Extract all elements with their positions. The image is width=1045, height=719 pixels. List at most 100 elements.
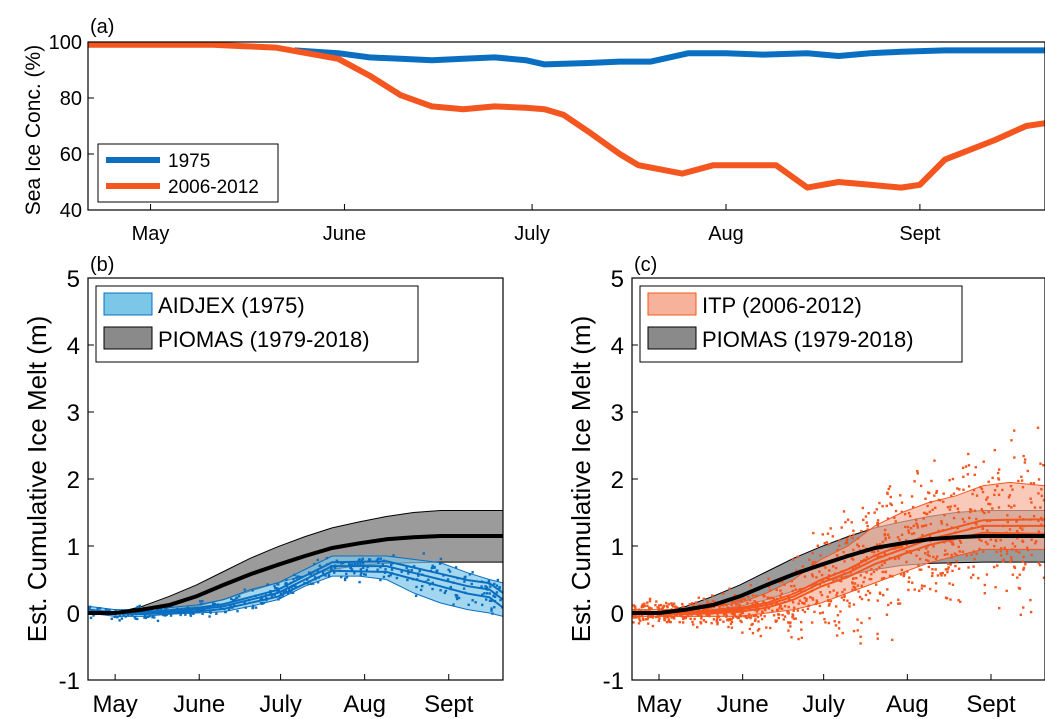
scatter-point bbox=[969, 576, 973, 579]
scatter-point bbox=[987, 502, 990, 506]
scatter-point bbox=[997, 493, 1001, 497]
x-tick-label: July bbox=[514, 223, 550, 245]
scatter-point bbox=[350, 568, 354, 571]
scatter-point bbox=[843, 560, 846, 563]
scatter-point bbox=[651, 624, 655, 628]
scatter-point bbox=[1030, 538, 1033, 541]
scatter-point bbox=[270, 594, 274, 598]
scatter-point bbox=[455, 597, 459, 601]
scatter-point bbox=[698, 603, 702, 607]
scatter-point bbox=[215, 612, 218, 615]
scatter-point bbox=[876, 549, 880, 553]
series-line-2006-2012 bbox=[88, 42, 1045, 191]
scatter-point bbox=[754, 602, 758, 605]
scatter-point bbox=[978, 538, 981, 541]
scatter-point bbox=[706, 602, 709, 605]
scatter-point bbox=[846, 518, 850, 521]
scatter-point bbox=[802, 602, 806, 605]
scatter-point bbox=[975, 517, 978, 521]
scatter-point bbox=[110, 617, 113, 620]
scatter-point bbox=[116, 615, 119, 619]
scatter-point bbox=[1011, 488, 1014, 491]
scatter-point bbox=[925, 547, 928, 550]
scatter-point bbox=[422, 552, 425, 555]
scatter-point bbox=[857, 563, 861, 567]
scatter-point bbox=[198, 600, 202, 603]
scatter-point bbox=[638, 618, 641, 621]
scatter-point bbox=[967, 566, 970, 569]
scatter-point bbox=[963, 520, 966, 524]
scatter-point bbox=[812, 531, 815, 535]
scatter-point bbox=[1026, 546, 1029, 550]
scatter-point bbox=[1032, 515, 1036, 518]
panel-a-axes-frame bbox=[87, 41, 1045, 211]
scatter-point bbox=[188, 609, 192, 613]
scatter-point bbox=[898, 545, 902, 549]
scatter-point bbox=[881, 540, 885, 544]
scatter-point bbox=[856, 629, 859, 632]
scatter-point bbox=[488, 592, 491, 595]
scatter-point bbox=[831, 535, 834, 538]
scatter-point bbox=[671, 605, 675, 608]
scatter-point bbox=[293, 584, 296, 588]
piomas-mean-line bbox=[88, 534, 503, 615]
panel-c-itp-ice-melt: -1 0 1 2 3 4 5 May June July Aug Sept Est. Cumulativ… bbox=[566, 254, 1045, 718]
scatter-point bbox=[667, 615, 670, 619]
scatter-point bbox=[704, 620, 708, 624]
scatter-point bbox=[897, 557, 900, 560]
scatter-point bbox=[852, 548, 855, 552]
scatter-point bbox=[1034, 542, 1037, 545]
scatter-point bbox=[926, 553, 930, 557]
scatter-point bbox=[358, 558, 361, 561]
scatter-point bbox=[918, 557, 922, 561]
scatter-point bbox=[828, 603, 831, 606]
scatter-point bbox=[361, 562, 365, 565]
scatter-point bbox=[1020, 479, 1024, 482]
scatter-point bbox=[644, 618, 648, 621]
scatter-point bbox=[164, 606, 168, 610]
scatter-point bbox=[993, 489, 997, 492]
scatter-point bbox=[649, 615, 653, 619]
scatter-point bbox=[1010, 558, 1013, 562]
scatter-point bbox=[933, 459, 936, 462]
scatter-point bbox=[905, 550, 909, 553]
legend-swatch bbox=[103, 326, 153, 350]
y-tick-label: 60 bbox=[60, 144, 82, 166]
scatter-point bbox=[986, 496, 989, 499]
scatter-point bbox=[884, 536, 887, 540]
scatter-point bbox=[251, 606, 254, 610]
scatter-point bbox=[778, 580, 781, 584]
y-axis-label: Est. Cumulative Ice Melt (m) bbox=[22, 316, 52, 643]
x-tick-label: Sept bbox=[899, 223, 941, 245]
scatter-point bbox=[1042, 576, 1045, 580]
scatter-point bbox=[891, 638, 894, 642]
scatter-point bbox=[153, 616, 156, 619]
scatter-point bbox=[756, 615, 760, 619]
scatter-point bbox=[884, 538, 887, 541]
scatter-point bbox=[859, 574, 862, 577]
scatter-point bbox=[885, 613, 889, 616]
scatter-point bbox=[993, 545, 996, 548]
scatter-point bbox=[971, 573, 975, 577]
scatter-point bbox=[836, 614, 840, 617]
scatter-point bbox=[771, 609, 774, 612]
scatter-point bbox=[656, 606, 659, 609]
scatter-point bbox=[358, 580, 361, 584]
observed-track-line bbox=[632, 518, 1045, 614]
scatter-point bbox=[779, 589, 782, 592]
scatter-point bbox=[648, 600, 652, 603]
scatter-point bbox=[915, 522, 918, 525]
x-tick-label: Sept bbox=[424, 691, 474, 718]
scatter-point bbox=[772, 597, 776, 600]
scatter-point bbox=[481, 593, 484, 596]
scatter-point bbox=[759, 614, 763, 617]
scatter-point bbox=[760, 617, 764, 621]
scatter-point bbox=[727, 618, 731, 622]
scatter-point bbox=[878, 501, 881, 505]
scatter-point bbox=[763, 615, 766, 618]
scatter-point bbox=[89, 616, 93, 620]
scatter-point bbox=[973, 509, 977, 512]
scatter-point bbox=[1042, 463, 1045, 467]
scatter-point bbox=[975, 523, 978, 526]
scatter-point bbox=[942, 500, 945, 503]
